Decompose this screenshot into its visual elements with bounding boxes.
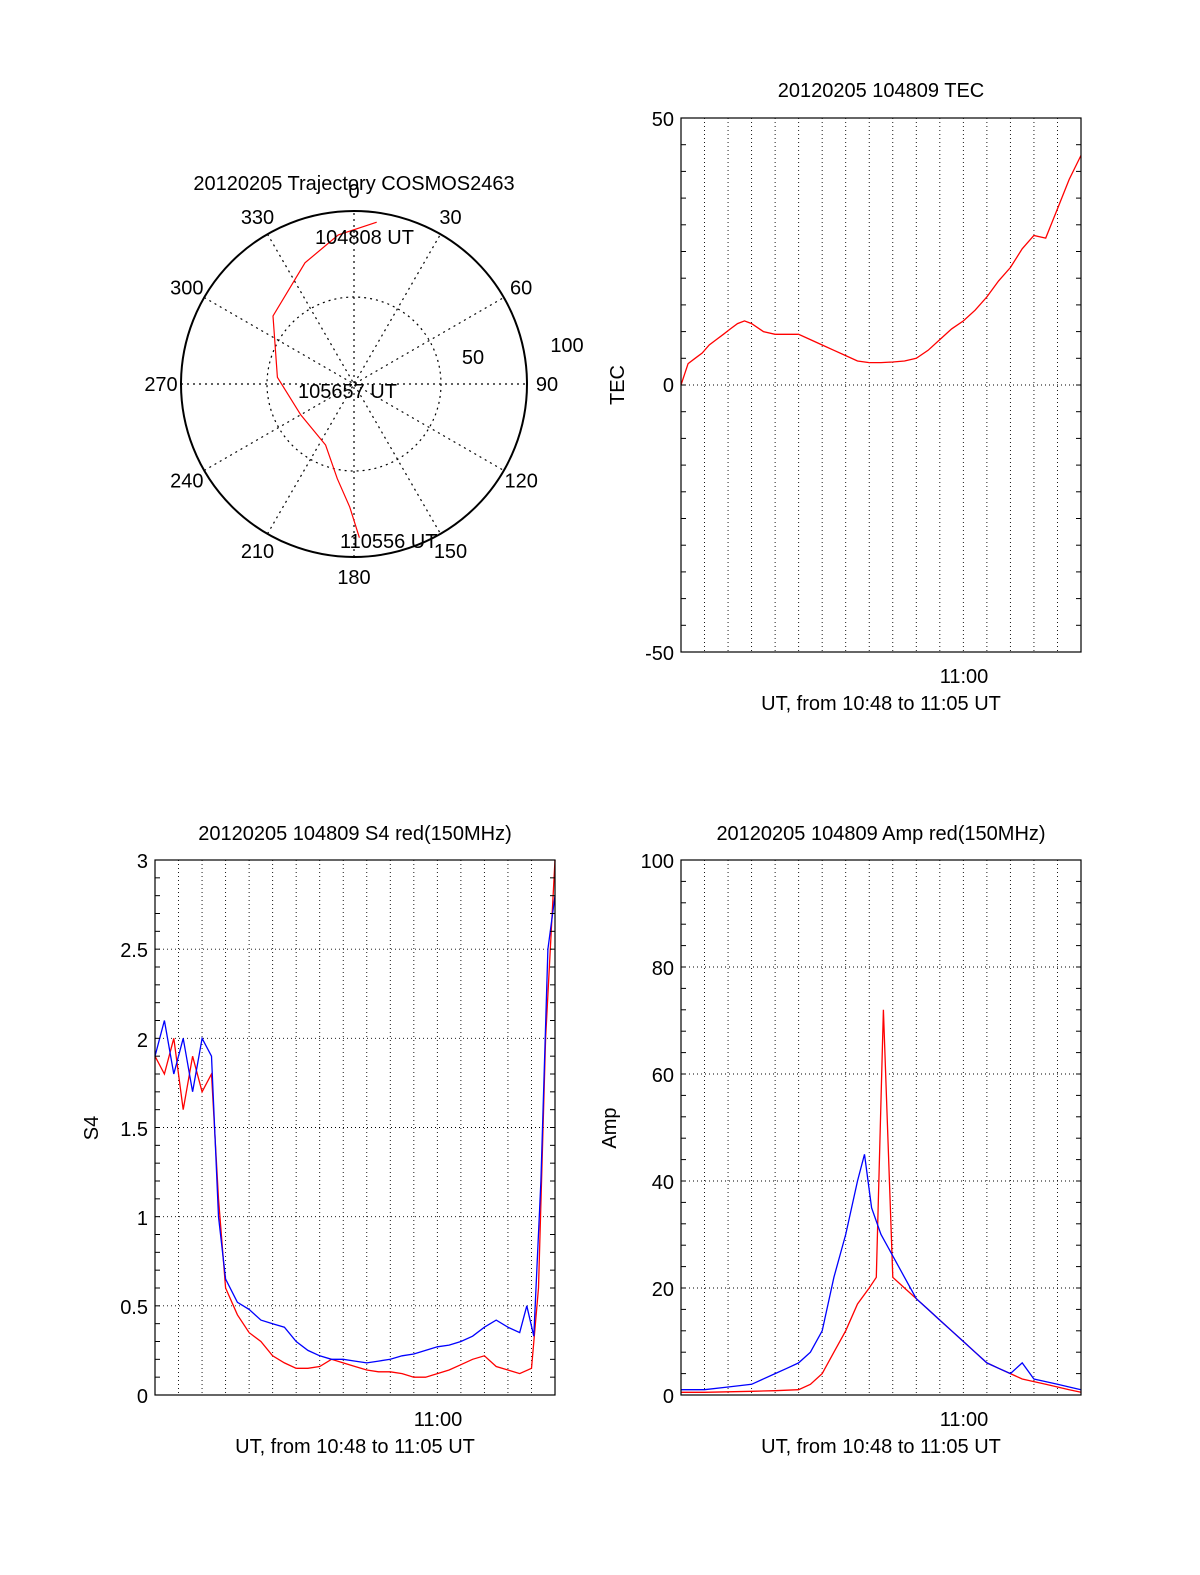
tec-grid bbox=[681, 118, 1081, 652]
s4-ytick-25: 2.5 bbox=[120, 940, 148, 962]
s4-ytick-2: 2 bbox=[137, 1030, 148, 1052]
tec-xtick-1100: 11:00 bbox=[940, 666, 989, 688]
amp-ytick-40: 40 bbox=[652, 1172, 674, 1194]
amp-ytick-60: 60 bbox=[652, 1065, 674, 1087]
polar-angle-label: 0 bbox=[348, 181, 359, 203]
polar-end-annotation: 110556 UT bbox=[340, 531, 437, 553]
polar-radius-label-50: 50 bbox=[462, 347, 484, 369]
amp-ytick-20: 20 bbox=[652, 1279, 674, 1301]
s4-ylabel: S4 bbox=[81, 1116, 103, 1140]
amp-ytick-80: 80 bbox=[652, 958, 674, 980]
tec-series bbox=[680, 155, 1082, 386]
series-line-1 bbox=[154, 895, 556, 1364]
amp-plot-frame bbox=[680, 859, 1082, 1396]
s4-minor-ticks bbox=[155, 859, 555, 1396]
polar-angle-label: 150 bbox=[434, 541, 467, 563]
polar-angle-label: 300 bbox=[170, 278, 203, 300]
polar-title: 20120205 Trajectory COSMOS2463 bbox=[193, 173, 514, 195]
tec-ytick-0: -50 bbox=[645, 643, 674, 665]
polar-grid bbox=[180, 210, 528, 558]
polar-angle-label: 270 bbox=[144, 374, 177, 396]
polar-angle-label: 180 bbox=[337, 567, 370, 589]
polar-spoke-150 bbox=[266, 233, 442, 535]
tec-ytick-2: 50 bbox=[652, 109, 674, 131]
trajectory-line bbox=[272, 221, 377, 538]
polar-angle-label: 30 bbox=[439, 207, 461, 229]
polar-spoke-120 bbox=[203, 296, 505, 472]
s4-ytick-1: 1 bbox=[137, 1208, 148, 1230]
s4-series bbox=[154, 859, 556, 1378]
polar-angle-label: 330 bbox=[241, 207, 274, 229]
amp-title: 20120205 104809 Amp red(150MHz) bbox=[716, 823, 1045, 845]
amp-ylabel: Amp bbox=[599, 1107, 621, 1148]
s4-xtick-1100: 11:00 bbox=[414, 1409, 463, 1431]
s4-grid bbox=[155, 860, 555, 1395]
amp-minor-ticks bbox=[681, 859, 1081, 1396]
tec-minor-ticks bbox=[681, 117, 1081, 653]
series-line-0 bbox=[681, 1009, 1082, 1393]
polar-chart: 20120205 Trajectory COSMOS2463 0 30 60 90 12… bbox=[144, 173, 583, 589]
polar-start-annotation: 104808 UT bbox=[315, 227, 414, 249]
polar-radius-label-100: 100 bbox=[550, 335, 583, 357]
amp-xtick-1100: 11:00 bbox=[940, 1409, 989, 1431]
polar-mid-annotation: 105657 UT bbox=[298, 381, 397, 403]
amp-xlabel: UT, from 10:48 to 11:05 UT bbox=[761, 1436, 1001, 1458]
amp-series bbox=[681, 1009, 1082, 1393]
s4-ytick-15: 1.5 bbox=[120, 1119, 148, 1141]
amp-ytick-100: 100 bbox=[641, 851, 674, 873]
polar-spokes bbox=[181, 211, 527, 557]
polar-spoke-30 bbox=[266, 233, 442, 535]
polar-angle-label: 210 bbox=[241, 541, 274, 563]
polar-angle-label: 240 bbox=[170, 471, 203, 493]
series-line-0 bbox=[680, 155, 1082, 386]
polar-angle-label: 120 bbox=[504, 471, 537, 493]
polar-angle-label: 60 bbox=[510, 278, 532, 300]
amp-grid bbox=[681, 860, 1081, 1395]
s4-chart: 20120205 104809 S4 red(150MHz) 0 0.5 1 1… bbox=[81, 823, 556, 1458]
tec-title: 20120205 104809 TEC bbox=[778, 80, 984, 102]
tec-xlabel: UT, from 10:48 to 11:05 UT bbox=[761, 693, 1001, 715]
s4-ytick-0: 0 bbox=[137, 1386, 148, 1408]
tec-chart: 20120205 104809 TEC -50 0 50 11:00 UT, f… bbox=[607, 80, 1082, 715]
polar-angle-labels: 0 30 60 90 120 150 180 210 240 270 300 330 bbox=[144, 181, 558, 589]
amp-ytick-0: 0 bbox=[663, 1386, 674, 1408]
polar-angle-label: 90 bbox=[536, 374, 558, 396]
s4-ytick-3: 3 bbox=[137, 851, 148, 873]
amp-chart: 20120205 104809 Amp red(150MHz) 0 20 40 … bbox=[599, 823, 1082, 1458]
series-line-0 bbox=[154, 859, 556, 1378]
tec-ylabel: TEC bbox=[607, 365, 629, 405]
s4-ytick-05: 0.5 bbox=[120, 1297, 148, 1319]
polar-spoke-60 bbox=[203, 296, 505, 472]
s4-xlabel: UT, from 10:48 to 11:05 UT bbox=[235, 1436, 475, 1458]
s4-title: 20120205 104809 S4 red(150MHz) bbox=[198, 823, 512, 845]
series-line-1 bbox=[681, 1154, 1082, 1391]
tec-ytick-1: 0 bbox=[663, 375, 674, 397]
